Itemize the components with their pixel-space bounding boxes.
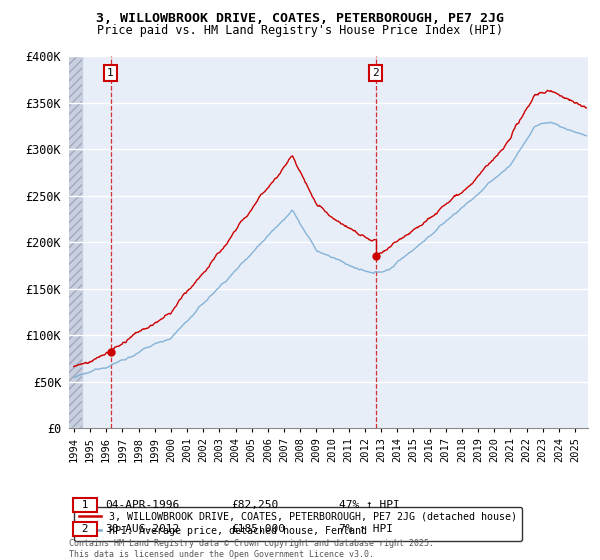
- Bar: [69, 56, 82, 428]
- Text: Price paid vs. HM Land Registry's House Price Index (HPI): Price paid vs. HM Land Registry's House …: [97, 24, 503, 37]
- Text: 2: 2: [372, 68, 379, 78]
- Text: Contains HM Land Registry data © Crown copyright and database right 2025.
This d: Contains HM Land Registry data © Crown c…: [69, 539, 434, 559]
- Text: 30-AUG-2012: 30-AUG-2012: [105, 524, 179, 534]
- Text: 2: 2: [75, 524, 95, 534]
- Text: 47% ↑ HPI: 47% ↑ HPI: [339, 500, 400, 510]
- Text: 3, WILLOWBROOK DRIVE, COATES, PETERBOROUGH, PE7 2JG: 3, WILLOWBROOK DRIVE, COATES, PETERBOROU…: [96, 12, 504, 25]
- Text: £185,000: £185,000: [231, 524, 285, 534]
- Bar: [69, 56, 82, 428]
- Text: 04-APR-1996: 04-APR-1996: [105, 500, 179, 510]
- Text: £82,250: £82,250: [231, 500, 278, 510]
- Text: 1: 1: [107, 68, 114, 78]
- Legend: 3, WILLOWBROOK DRIVE, COATES, PETERBOROUGH, PE7 2JG (detached house), HPI: Avera: 3, WILLOWBROOK DRIVE, COATES, PETERBOROU…: [74, 507, 522, 541]
- Text: 1: 1: [75, 500, 95, 510]
- Text: 7% ↑ HPI: 7% ↑ HPI: [339, 524, 393, 534]
